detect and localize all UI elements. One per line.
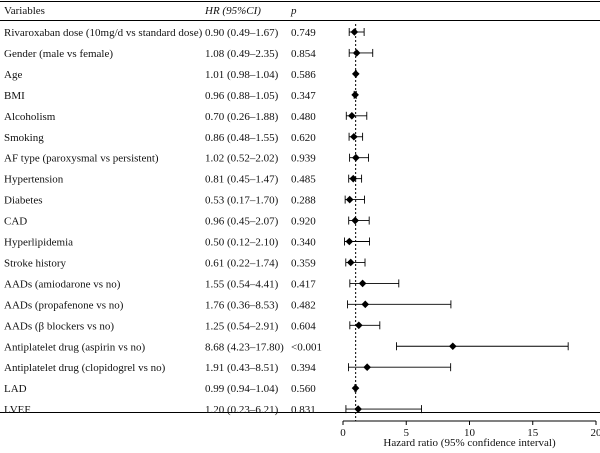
row-hr-ci: 0.96 (0.45–2.07) (205, 216, 279, 228)
row-label: Antiplatelet drug (aspirin vs no) (4, 341, 145, 353)
hr-point-marker (351, 216, 359, 225)
x-axis-label: Hazard ratio (95% confidence interval) (383, 437, 556, 449)
hr-point-marker (354, 405, 362, 413)
row-hr-ci: 1.08 (0.49–2.35) (205, 48, 279, 60)
row-p-value: 0.749 (291, 27, 316, 39)
row-label: AADs (β blockers vs no) (4, 320, 114, 332)
row-label: Antiplatelet drug (clopidogrel vs no) (4, 362, 166, 374)
row-label: Age (4, 69, 22, 81)
row-p-value: 0.394 (291, 362, 316, 374)
hr-point-marker (449, 342, 457, 351)
table-bottom-rule (0, 412, 600, 413)
hr-point-marker (358, 279, 367, 288)
hr-point-marker (345, 195, 354, 204)
row-hr-ci: 0.86 (0.48–1.55) (205, 132, 279, 144)
row-label: Hypertension (4, 174, 64, 186)
column-header-variables: Variables (4, 5, 45, 17)
hr-point-marker (352, 49, 361, 57)
row-hr-ci: 0.70 (0.26–1.88) (205, 111, 279, 123)
row-label: Diabetes (4, 195, 42, 207)
row-p-value: 0.920 (291, 216, 316, 228)
row-label: Stroke history (4, 257, 67, 269)
row-hr-ci: 8.68 (4.23–17.80) (205, 341, 284, 353)
row-p-value: 0.586 (291, 69, 316, 81)
hr-point-marker (349, 174, 358, 183)
hr-point-marker (351, 70, 360, 78)
hr-point-marker (352, 153, 360, 162)
row-hr-ci: 0.90 (0.49–1.67) (205, 27, 279, 39)
hr-point-marker (350, 28, 359, 36)
row-hr-ci: 0.53 (0.17–1.70) (205, 195, 279, 207)
row-label: Gender (male vs female) (4, 48, 113, 60)
row-label: LAD (4, 383, 27, 395)
hr-point-marker (351, 91, 359, 99)
row-hr-ci: 1.20 (0.23–6.21) (205, 404, 279, 416)
row-hr-ci: 1.25 (0.54–2.91) (205, 320, 279, 332)
hr-point-marker (355, 321, 363, 330)
row-p-value: 0.604 (291, 320, 316, 332)
x-axis-tick-label: 15 (527, 427, 539, 439)
row-hr-ci: 1.01 (0.98–1.04) (205, 69, 279, 81)
row-label: AADs (amiodarone vs no) (4, 278, 121, 290)
row-hr-ci: 0.99 (0.94–1.04) (205, 383, 279, 395)
row-label: Hyperlipidemia (4, 237, 73, 249)
row-hr-ci: 1.91 (0.43–8.51) (205, 362, 279, 374)
row-hr-ci: 1.02 (0.52–2.02) (205, 153, 279, 165)
x-axis-tick-label: 5 (404, 427, 410, 439)
table-header-rule (0, 20, 600, 21)
row-p-value: 0.485 (291, 174, 316, 186)
hr-point-marker (348, 112, 356, 120)
row-p-value: 0.417 (291, 278, 316, 290)
table-top-rule (0, 1, 600, 2)
row-p-value: <0.001 (291, 341, 322, 353)
row-p-value: 0.359 (291, 257, 316, 269)
column-header-hr: HR (95%CI) (205, 5, 261, 17)
row-p-value: 0.288 (291, 195, 316, 207)
row-p-value: 0.620 (291, 132, 316, 144)
row-p-value: 0.831 (291, 404, 316, 416)
row-label: AF type (paroxysmal vs persistent) (4, 153, 159, 165)
row-p-value: 0.347 (291, 90, 316, 102)
row-hr-ci: 0.61 (0.22–1.74) (205, 257, 279, 269)
hr-point-marker (350, 132, 358, 141)
row-label: AADs (propafenone vs no) (4, 299, 124, 311)
hr-point-marker (361, 300, 370, 309)
row-hr-ci: 0.50 (0.12–2.10) (205, 237, 279, 249)
row-hr-ci: 1.55 (0.54–4.41) (205, 278, 279, 290)
hr-point-marker (346, 258, 355, 267)
row-p-value: 0.482 (291, 299, 316, 311)
x-axis-tick-label: 0 (340, 427, 346, 439)
x-axis-tick-label: 10 (464, 427, 476, 439)
row-label: Alcoholism (4, 111, 56, 123)
row-p-value: 0.480 (291, 111, 316, 123)
hr-point-marker (363, 363, 371, 371)
column-header-p: p (291, 5, 297, 17)
row-p-value: 0.854 (291, 48, 316, 60)
row-label: LVEF (4, 404, 31, 416)
row-label: BMI (4, 90, 25, 102)
row-hr-ci: 0.96 (0.88–1.05) (205, 90, 279, 102)
row-p-value: 0.560 (291, 383, 316, 395)
hr-point-marker (351, 384, 360, 392)
row-hr-ci: 1.76 (0.36–8.53) (205, 299, 279, 311)
row-label: Smoking (4, 132, 44, 144)
row-p-value: 0.340 (291, 237, 316, 249)
row-label: Rivaroxaban dose (10mg/d vs standard dos… (4, 27, 203, 39)
row-hr-ci: 0.81 (0.45–1.47) (205, 174, 279, 186)
hr-point-marker (345, 237, 354, 246)
row-label: CAD (4, 216, 27, 228)
x-axis-tick-label: 20 (591, 427, 600, 439)
row-p-value: 0.939 (291, 153, 316, 165)
